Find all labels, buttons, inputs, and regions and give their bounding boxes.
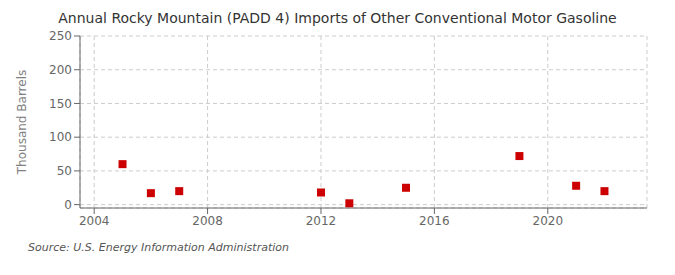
svg-text:50: 50: [57, 164, 72, 178]
svg-text:150: 150: [49, 97, 72, 111]
svg-text:200: 200: [49, 63, 72, 77]
svg-text:2020: 2020: [533, 214, 564, 228]
svg-text:2012: 2012: [306, 214, 337, 228]
svg-text:0: 0: [64, 198, 72, 212]
html-text:Source: U.S. Energy Informatio: Source: U.S. Energy Information Administ…: [28, 241, 289, 254]
svg-text:2004: 2004: [79, 214, 110, 228]
svg-text:2008: 2008: [192, 214, 223, 228]
svg-text:100: 100: [49, 130, 72, 144]
svg-text:2016: 2016: [419, 214, 450, 228]
svg-text:Thousand Barrels: Thousand Barrels: [15, 70, 29, 175]
html-text:Annual Rocky Mountain (PADD 4): Annual Rocky Mountain (PADD 4) Imports o…: [58, 10, 617, 26]
svg-text:250: 250: [49, 29, 72, 43]
